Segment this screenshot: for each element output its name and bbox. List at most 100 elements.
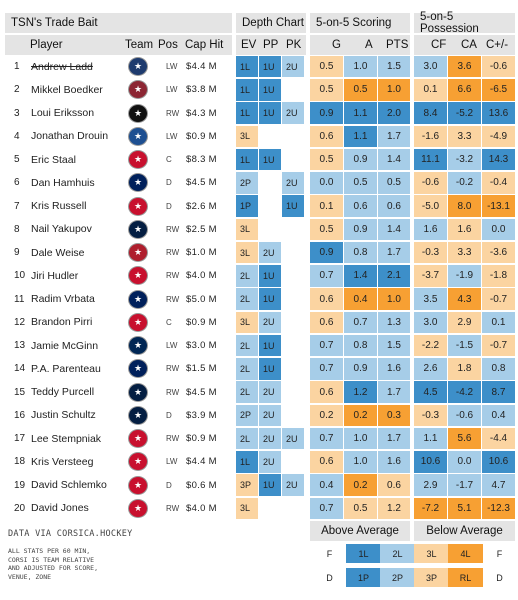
table-row: 16 Justin Schultz ★ D $3.9 M 2P 2U 0.2 0.2 0.3 -0.… (0, 404, 518, 427)
cell-ca: -1.7 (448, 474, 481, 496)
cell-g: 0.6 (310, 125, 343, 148)
legend-cell: 2L (380, 544, 415, 563)
legend-above-title: Above Average (310, 521, 410, 541)
rank: 11 (14, 293, 25, 305)
cap-hit: $4.0 M (186, 270, 217, 282)
rank: 9 (14, 247, 20, 259)
cell-ev: 2L (236, 358, 258, 380)
cell-cf: 1.1 (414, 427, 447, 450)
cap-hit: $3.9 M (186, 409, 217, 421)
cell-pp (259, 498, 281, 520)
cell-ev: 1L (236, 55, 258, 78)
cell-ca: -5.2 (448, 102, 481, 124)
table-row: 3 Loui Eriksson ★ RW $4.3 M 1L 1U 2U 0.9 1.1 2.0 8.… (0, 102, 518, 125)
cell-a: 0.6 (344, 195, 377, 217)
cell-ca: -3.2 (448, 148, 481, 171)
cell-pp: 1U (259, 265, 281, 287)
position: LW (166, 62, 178, 72)
rank: 19 (14, 479, 26, 491)
col-pp: PP (263, 39, 279, 51)
devils-logo: ★ (128, 429, 148, 448)
cap-hit: $3.8 M (186, 84, 217, 96)
rank: 8 (14, 223, 20, 235)
lightning-logo: ★ (128, 126, 148, 146)
table-row: 13 Jamie McGinn ★ LW $3.0 M 2L 1U 0.7 0.8 1.5 -2.2… (0, 334, 518, 357)
cell-ca: -0.6 (448, 404, 481, 427)
legend-cell: F (496, 548, 503, 559)
position: RW (166, 387, 180, 397)
cap-hit: $4.5 M (186, 386, 217, 398)
table-row: 2 Mikkel Boedker ★ LW $3.8 M 1L 1U 0.5 0.5 1.0 0.1… (0, 78, 518, 101)
cell-pk (282, 288, 304, 310)
cell-ca: 3.3 (448, 125, 481, 148)
cell-pk: 2U (282, 474, 304, 496)
cell-ca: 6.6 (448, 79, 481, 101)
cap-hit: $0.9 M (186, 316, 217, 328)
cell-ev: 1L (236, 148, 258, 171)
cell-pts: 1.6 (378, 451, 410, 473)
legend-cell: 2P (380, 568, 415, 587)
cell-ev: 2P (236, 404, 258, 427)
col-pos: Pos (158, 39, 178, 51)
cell-cf: 2.9 (414, 474, 447, 496)
cell-g: 0.7 (310, 265, 343, 287)
cell-cpm: 0.0 (482, 218, 515, 241)
cell-cf: -0.3 (414, 404, 447, 427)
table-row: 20 David Jones ★ RW $4.0 M 3L 0.7 0.5 1.2 -7.2 5.1… (0, 497, 518, 520)
table-row: 19 David Schlemko ★ D $0.6 M 3P 1U 2U 0.4 0.2 0.6 2… (0, 474, 518, 497)
cell-pp: 1U (259, 474, 281, 496)
cell-pk (282, 381, 304, 403)
legend-cell: 3L (414, 544, 449, 563)
cell-pp (259, 195, 281, 217)
cell-cf: 11.1 (414, 148, 447, 171)
canadiens-logo: ★ (128, 243, 148, 262)
cell-cpm: 14.3 (482, 148, 515, 171)
cell-g: 0.6 (310, 288, 343, 310)
player-name: Jamie McGinn (31, 339, 99, 352)
col-g: G (332, 39, 341, 51)
cell-pp (259, 219, 281, 241)
cell-a: 1.1 (344, 125, 377, 148)
cell-ev: 2P (236, 172, 258, 194)
cell-cpm: -6.5 (482, 79, 515, 101)
cell-a: 0.9 (344, 148, 377, 171)
position: D (166, 178, 172, 188)
cell-cpm: -1.8 (482, 265, 515, 287)
cell-pp: 2U (259, 241, 281, 264)
cell-a: 0.9 (344, 218, 377, 241)
cap-hit: $4.4 M (186, 61, 217, 73)
cell-pp: 1U (259, 334, 281, 357)
column-header-group-scoring: G A PTS (310, 35, 410, 55)
cell-cf: 3.5 (414, 288, 447, 310)
player-name: Dale Weise (31, 246, 85, 259)
cell-pts: 1.7 (378, 125, 410, 148)
cell-pp: 1U (259, 55, 281, 78)
cap-hit: $8.3 M (186, 154, 217, 166)
player-name: Loui Eriksson (31, 107, 95, 120)
cell-g: 0.4 (310, 474, 343, 496)
cell-ev: 1L (236, 102, 258, 124)
cell-g: 0.6 (310, 451, 343, 473)
rank: 5 (14, 154, 20, 166)
legend-cell: 1P (346, 568, 381, 587)
oilers-logo: ★ (128, 382, 148, 402)
coyotes-logo: ★ (128, 80, 148, 100)
cell-a: 1.0 (344, 451, 377, 473)
cell-ca: 1.8 (448, 358, 481, 380)
cell-pts: 1.2 (378, 497, 410, 520)
cell-ev: 3L (236, 218, 258, 241)
cap-hit: $0.9 M (186, 130, 217, 142)
cell-pk (282, 451, 304, 473)
cell-cpm: -4.9 (482, 125, 515, 148)
cell-pp: 1U (259, 288, 281, 310)
cell-pk: 2U (282, 55, 304, 78)
source-note: DATA VIA CORSICA.HOCKEY (8, 529, 133, 539)
cell-cpm: -0.4 (482, 172, 515, 194)
cell-cpm: 0.1 (482, 311, 515, 334)
cell-g: 0.7 (310, 334, 343, 357)
cell-cpm: -13.1 (482, 195, 515, 217)
cap-hit: $2.6 M (186, 200, 217, 212)
cell-ca: 0.0 (448, 451, 481, 473)
rank: 17 (14, 433, 26, 445)
cap-hit: $3.0 M (186, 340, 217, 352)
